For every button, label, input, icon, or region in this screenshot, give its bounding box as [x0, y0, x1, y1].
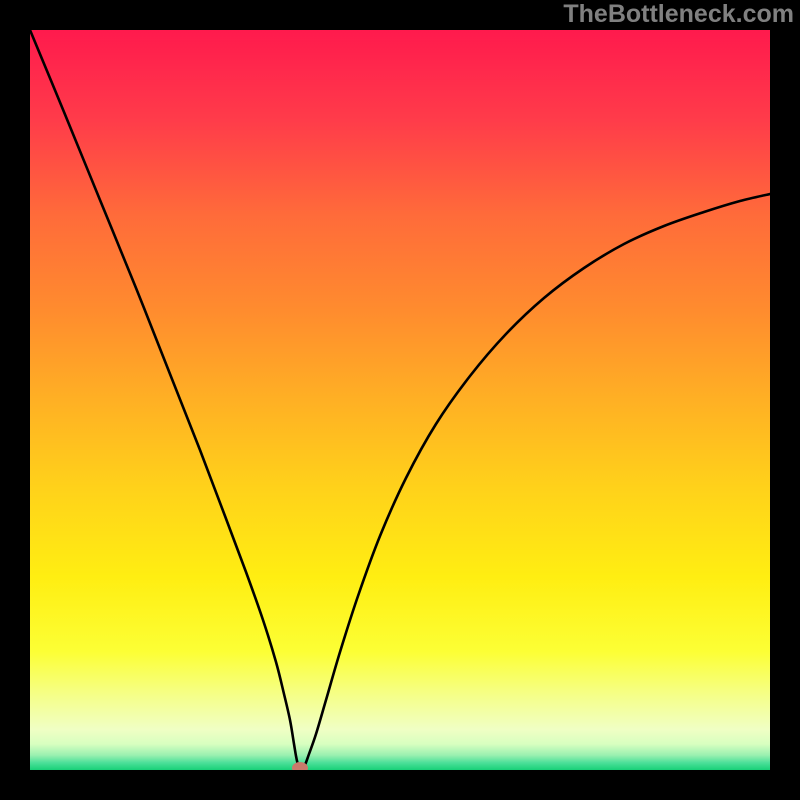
- watermark-text: TheBottleneck.com: [563, 0, 794, 29]
- chart-container: TheBottleneck.com: [0, 0, 800, 800]
- gradient-background: [30, 30, 770, 770]
- plot-area: [30, 30, 770, 770]
- plot-svg: [30, 30, 770, 770]
